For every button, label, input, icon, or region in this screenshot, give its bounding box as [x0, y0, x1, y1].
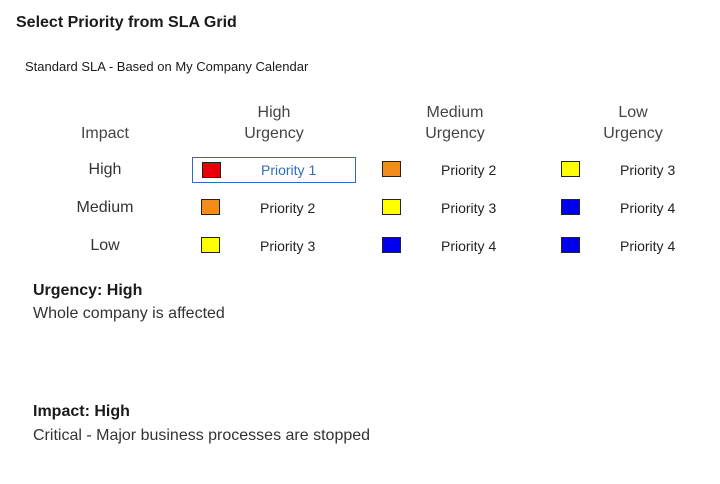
- priority-color-swatch: [201, 199, 220, 215]
- priority-label: Priority 1: [261, 162, 317, 178]
- urgency-info-description: Whole company is affected: [33, 305, 225, 322]
- impact-column-header: Impact: [80, 125, 129, 142]
- priority-cell-high-low[interactable]: Priority 3: [552, 157, 716, 183]
- impact-info-title: Impact: High: [33, 403, 130, 420]
- priority-label: Priority 3: [260, 238, 316, 254]
- priority-label: Priority 2: [260, 200, 316, 216]
- impact-row-label-low: Low: [90, 237, 120, 254]
- priority-cell-high-medium[interactable]: Priority 2: [373, 157, 537, 183]
- impact-row-label-medium: Medium: [76, 199, 134, 216]
- priority-color-swatch: [201, 237, 220, 253]
- priority-color-swatch: [561, 161, 580, 177]
- priority-cell-low-medium[interactable]: Priority 4: [373, 233, 537, 259]
- priority-color-swatch: [382, 161, 401, 177]
- priority-label: Priority 2: [441, 162, 497, 178]
- priority-cell-high-high[interactable]: Priority 1: [192, 157, 356, 183]
- priority-cell-medium-high[interactable]: Priority 2: [192, 195, 356, 221]
- urgency-header-line1: Low: [618, 104, 648, 121]
- priority-cell-low-high[interactable]: Priority 3: [192, 233, 356, 259]
- urgency-header-high: High Urgency: [214, 102, 334, 144]
- sla-name: Standard SLA - Based on My Company Calen…: [25, 59, 309, 74]
- priority-color-swatch: [561, 237, 580, 253]
- priority-label: Priority 4: [620, 238, 676, 254]
- sla-priority-grid: Impact High Urgency Medium Urgency Low U…: [76, 102, 716, 259]
- priority-cell-low-low[interactable]: Priority 4: [552, 233, 716, 259]
- urgency-header-line2: Urgency: [603, 125, 663, 142]
- priority-label: Priority 3: [441, 200, 497, 216]
- urgency-header-line1: Medium: [426, 104, 484, 121]
- priority-color-swatch: [382, 199, 401, 215]
- priority-cell-medium-medium[interactable]: Priority 3: [373, 195, 537, 221]
- priority-cell-medium-low[interactable]: Priority 4: [552, 195, 716, 221]
- priority-color-swatch: [561, 199, 580, 215]
- urgency-header-line1: High: [257, 104, 291, 121]
- urgency-header-low: Low Urgency: [573, 102, 693, 144]
- urgency-info-title: Urgency: High: [33, 282, 143, 299]
- urgency-header-medium: Medium Urgency: [395, 102, 515, 144]
- priority-label: Priority 3: [620, 162, 676, 178]
- priority-color-swatch: [202, 162, 221, 178]
- priority-color-swatch: [382, 237, 401, 253]
- impact-row-label-high: High: [88, 161, 122, 178]
- priority-label: Priority 4: [441, 238, 497, 254]
- dialog-title: Select Priority from SLA Grid: [16, 14, 237, 31]
- priority-label: Priority 4: [620, 200, 676, 216]
- urgency-header-line2: Urgency: [425, 125, 485, 142]
- urgency-header-line2: Urgency: [244, 125, 304, 142]
- impact-info-description: Critical - Major business processes are …: [33, 427, 371, 444]
